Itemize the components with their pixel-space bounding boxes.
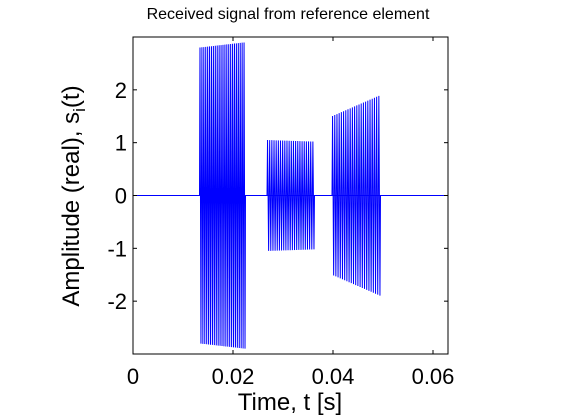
x-tick-label: 0.06 <box>412 364 455 389</box>
series-layer <box>199 42 381 349</box>
y-axis-label-main: Amplitude (real), s <box>58 112 85 307</box>
signal-pulse-1 <box>199 42 246 349</box>
x-axis-label: Time, t [s] <box>238 389 342 416</box>
y-axis-label-subscript: i <box>70 108 89 112</box>
signal-pulse-3 <box>331 95 381 296</box>
chart-title: Received signal from reference element <box>147 6 430 23</box>
y-tick-label: 2 <box>115 78 127 103</box>
tick-layer: 0 0.02 0.04 0.06 -2 -1 0 1 2 <box>107 37 454 389</box>
x-tick-label: 0.04 <box>312 364 355 389</box>
y-tick-label: -2 <box>107 289 127 314</box>
y-tick-label: 1 <box>115 131 127 156</box>
y-tick-label: -1 <box>107 236 127 261</box>
signal-pulse-2 <box>266 140 315 251</box>
x-tick-label: 0.02 <box>212 364 255 389</box>
x-tick-label: 0 <box>127 364 139 389</box>
y-tick-label: 0 <box>115 184 127 209</box>
y-axis-label: Amplitude (real), si(t) <box>58 85 89 306</box>
plot-area <box>132 36 449 355</box>
y-axis-label-suffix: (t) <box>58 85 85 108</box>
